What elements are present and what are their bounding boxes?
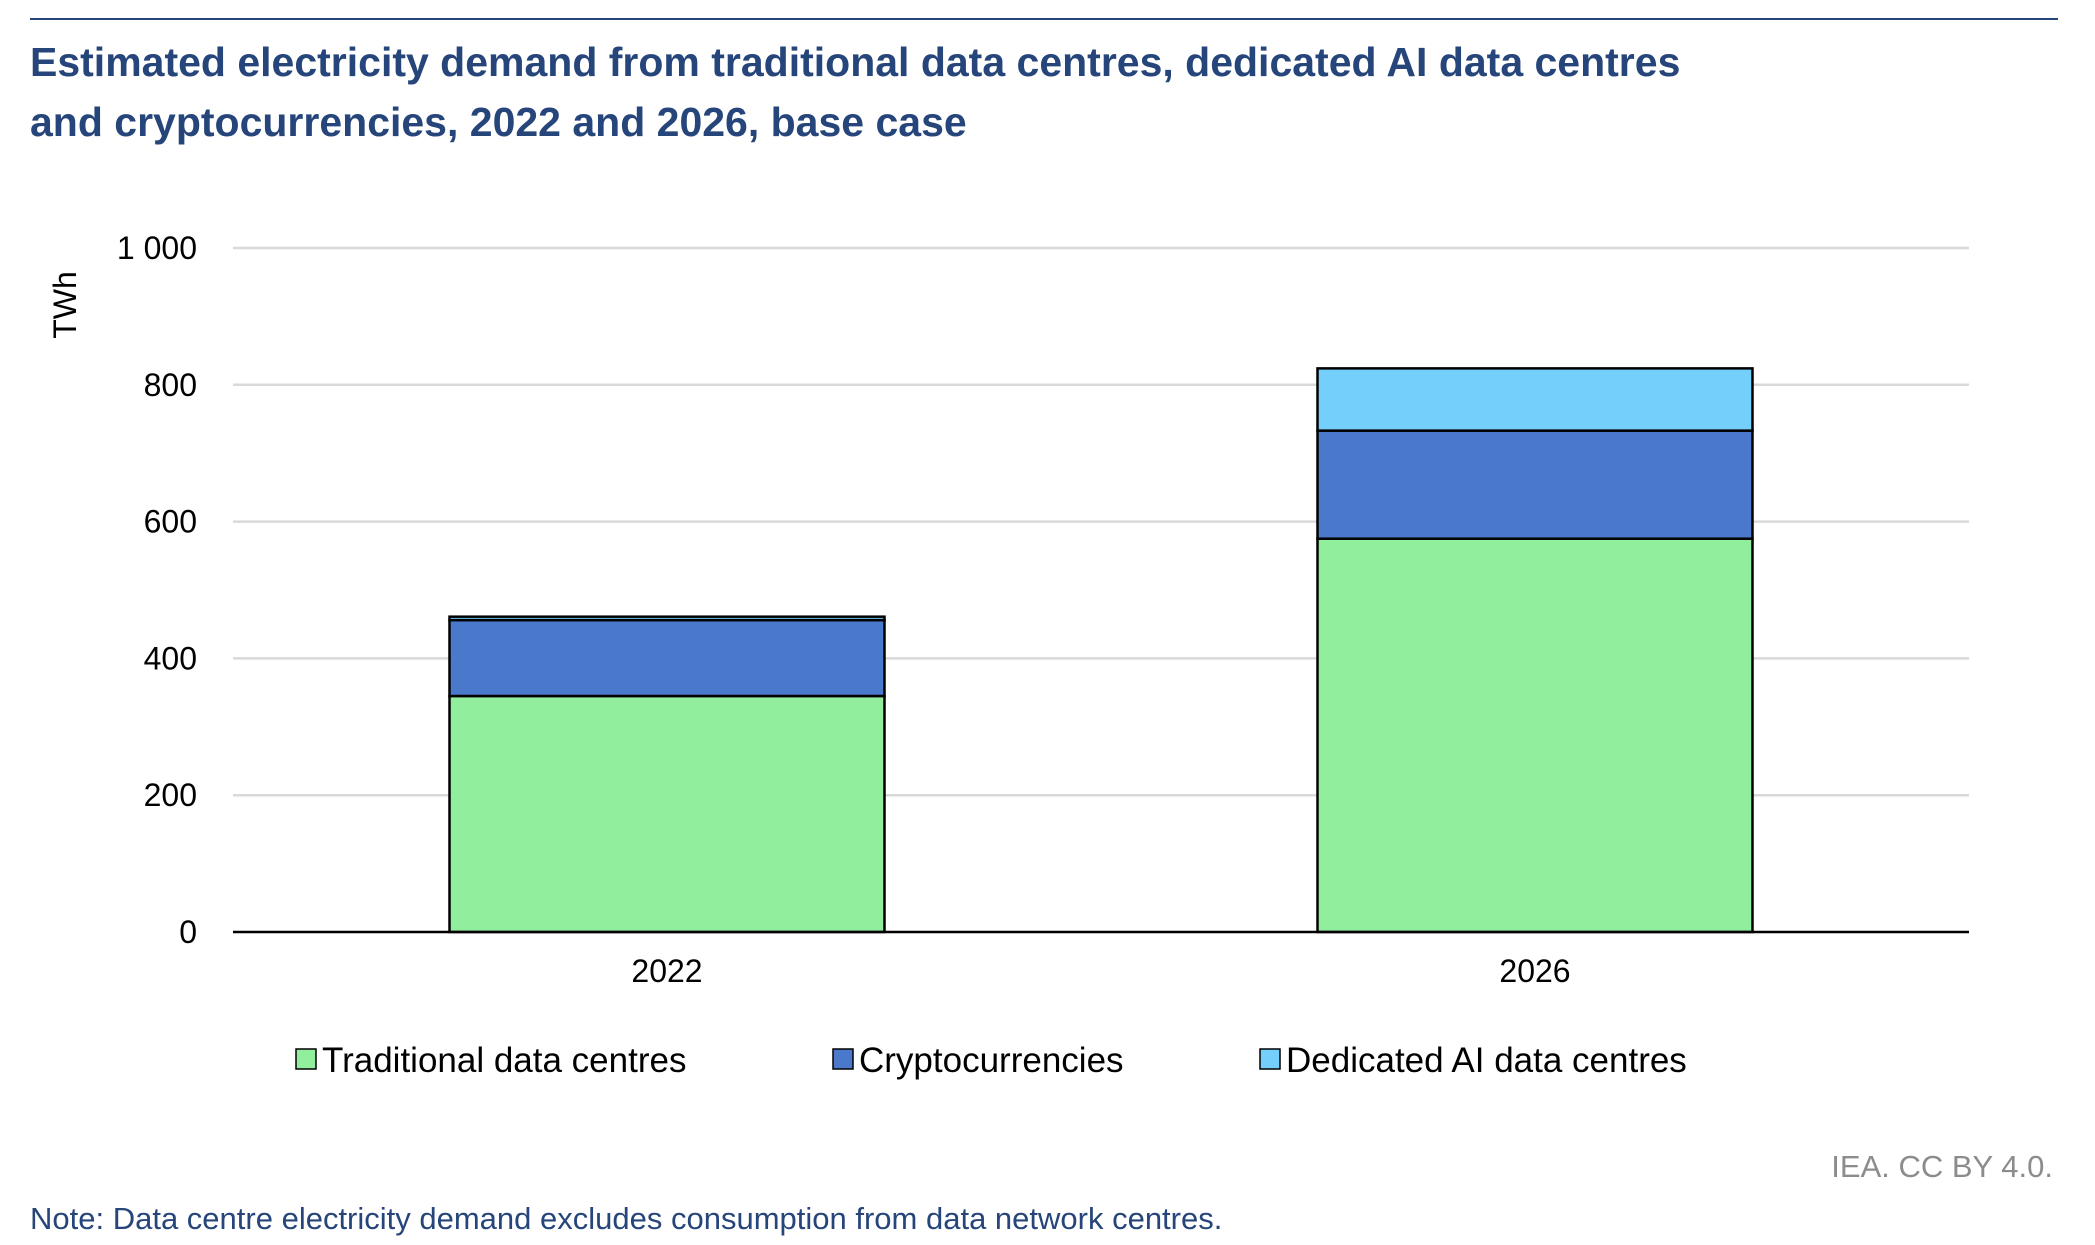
legend-label: Dedicated AI data centres — [1286, 1041, 1687, 1080]
bar-segment — [1316, 537, 1754, 934]
legend-swatch — [295, 1048, 317, 1070]
legend-label: Cryptocurrencies — [859, 1041, 1124, 1080]
x-axis-ticks: 2022 2026 — [631, 953, 1570, 989]
y-tick-label: 1 000 — [117, 230, 197, 266]
bar-segment — [448, 618, 886, 698]
legend-swatch — [832, 1048, 854, 1070]
bar-segment — [1316, 367, 1754, 432]
chart-title-line-2: and cryptocurrencies, 2022 and 2026, bas… — [30, 99, 967, 145]
bar-segment — [1316, 429, 1754, 540]
y-axis-label: TWh — [47, 271, 83, 339]
bar-segment — [448, 615, 886, 622]
y-tick-label: 600 — [144, 504, 197, 540]
y-tick-label: 800 — [144, 367, 197, 403]
chart-note: Note: Data centre electricity demand exc… — [30, 1201, 1222, 1236]
legend-swatch — [1259, 1048, 1281, 1070]
y-tick-label: 200 — [144, 777, 197, 813]
x-tick-label: 2026 — [1499, 953, 1570, 989]
y-tick-label: 0 — [179, 914, 197, 950]
y-tick-label: 400 — [144, 640, 197, 676]
bars — [448, 367, 1754, 934]
bar-segment — [448, 694, 886, 934]
legend-label: Traditional data centres — [322, 1041, 686, 1080]
chart-title-line-1: Estimated electricity demand from tradit… — [30, 39, 1680, 85]
y-axis-ticks: 0 200 400 600 800 1 000 — [117, 230, 197, 950]
x-tick-label: 2022 — [631, 953, 702, 989]
legend: Traditional data centres Cryptocurrencies… — [295, 1041, 1687, 1080]
source-credit: IEA. CC BY 4.0. — [1831, 1149, 2053, 1184]
